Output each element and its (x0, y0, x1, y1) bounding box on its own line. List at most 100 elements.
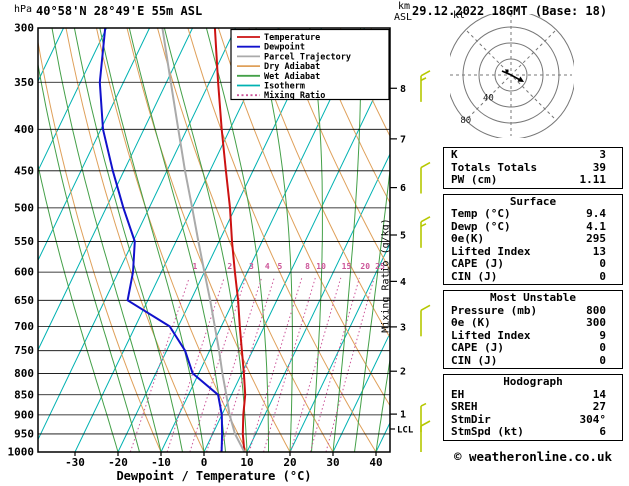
stat-label: K (451, 148, 458, 161)
dewpoint-curve (98, 28, 224, 452)
x-tick-label: 30 (326, 456, 339, 469)
x-tick-label: 10 (240, 456, 253, 469)
hodograph-unit-label: kt (453, 10, 466, 21)
pressure-tick-label: 1000 (8, 446, 35, 459)
pressure-axis-unit: hPa (14, 4, 33, 15)
stats-row: CIN (J) 0 (444, 269, 622, 284)
stat-label: StmDir (451, 412, 491, 426)
pressure-tick-label: 350 (14, 76, 34, 89)
stat-label: Dewp (°C) (451, 219, 511, 233)
legend-entry-label: Dewpoint (264, 42, 305, 53)
mixing-ratio-value-label: 10 (316, 262, 326, 271)
stat-label: CAPE (J) (451, 341, 504, 354)
stats-row: CAPE (J) 0 (444, 341, 622, 355)
pressure-tick-label: 300 (14, 22, 34, 35)
stats-section: Surface Temp (°C) 9.4 Dewp (°C) 4.1 θe(K) 295 L… (443, 193, 623, 285)
wind-barb-full-tick (420, 304, 431, 312)
mixing-ratio-value-label: 20 (360, 262, 370, 271)
x-tick-label: -20 (108, 456, 128, 469)
x-tick-label: -30 (65, 456, 85, 469)
stats-section: Most Unstable Pressure (mb) 800 θe (K) 300 Li… (443, 290, 623, 369)
plot-border (37, 27, 391, 453)
stats-row: CIN (J) 0 (444, 353, 622, 368)
date-title: 29.12.2022 18GMT (Base: 18) (412, 4, 608, 18)
legend-entry-label: Dry Adiabat (264, 61, 320, 72)
stat-value: 9.4 (586, 207, 606, 220)
pressure-tick-label: 750 (14, 344, 34, 357)
stat-value: 13 (592, 244, 606, 258)
km-tick-label: 1 (400, 410, 406, 421)
stat-label: StmSpd (kt) (451, 425, 524, 438)
pressure-tick-label: 800 (14, 367, 34, 380)
isotherm-line (38, 28, 193, 352)
x-tick-label: 40 (369, 456, 382, 469)
km-tick-label: 6 (400, 183, 406, 194)
stat-label: Temp (°C) (451, 207, 511, 220)
mixing-ratio-line (290, 277, 342, 452)
mixing-ratio-value-label: 4 (265, 262, 270, 271)
station-title: 40°58'N 28°49'E 55m ASL (36, 4, 203, 18)
mixing-ratio-value-label: 2 (227, 262, 232, 271)
stat-label: CIN (J) (451, 269, 498, 283)
isotherm-line (289, 242, 390, 452)
stats-row: StmDir 304° (444, 412, 622, 427)
asl-axis-label: ASL (394, 12, 413, 23)
stats-row: Pressure (mb) 800 (444, 304, 622, 318)
stat-value: 6 (599, 425, 606, 438)
km-tick-label: 5 (400, 230, 406, 241)
mixing-ratio-value-label: 3 (249, 262, 254, 271)
x-tick-label: 20 (283, 456, 296, 469)
mixing-ratio-line (248, 277, 303, 452)
km-tick-label: 4 (400, 277, 406, 288)
temperature-curve (213, 28, 247, 452)
pressure-tick-label: 950 (14, 427, 34, 440)
stats-row: Temp (°C) 9.4 (444, 207, 622, 221)
wind-barb-half-tick (420, 402, 427, 407)
wind-barb-full-tick (420, 70, 431, 77)
pressure-tick-label: 850 (14, 388, 34, 401)
stat-label: θe(K) (451, 232, 485, 245)
stats-row: Dewp (°C) 4.1 (444, 219, 622, 234)
isotherm-line (38, 28, 107, 172)
wet-adiabat-line (99, 28, 205, 452)
km-tick-label: 2 (400, 367, 406, 378)
stats-row: StmSpd (kt) 6 (444, 425, 622, 439)
stat-value: 39 (592, 160, 606, 174)
dry-adiabat-line (278, 28, 390, 271)
stat-label: EH (451, 387, 465, 401)
stat-label: θe (K) (451, 316, 491, 329)
mixing-ratio-line (166, 277, 225, 452)
stat-label: CIN (J) (451, 353, 498, 367)
stat-value: 4.1 (586, 219, 606, 233)
stats-section-title: Surface (509, 194, 557, 208)
wind-barb-column (420, 70, 431, 452)
x-axis-title: Dewpoint / Temperature (°C) (116, 469, 312, 483)
legend-entry-label: Isotherm (264, 82, 305, 92)
wet-adiabat-line (419, 28, 445, 452)
mixing-ratio-line (129, 277, 190, 452)
mixing-ratio-axis-title: Mixing Ratio (g/kg) (380, 218, 392, 333)
wet-adiabat-line (375, 356, 390, 452)
wind-barb-full-tick (420, 161, 431, 169)
stat-label: PW (cm) (451, 173, 498, 186)
mixing-ratio-value-label: 1 (192, 262, 197, 271)
dry-adiabat-line (401, 28, 445, 452)
stats-section: Hodograph EH 14 SREH 27 StmDir 304° StmSpd (kt)… (443, 374, 623, 441)
pressure-tick-label: 900 (14, 408, 34, 421)
mixing-ratio-value-label: 25 (375, 262, 385, 271)
indices-panel: K 3 Totals Totals 39 PW (cm) 1.11 Surface Temp … (443, 147, 623, 446)
isotherm-line (38, 28, 150, 262)
pressure-tick-label: 700 (14, 320, 34, 333)
stat-value: 1.11 (579, 173, 607, 186)
mixing-ratio-value-label: 5 (277, 262, 282, 271)
skewt-plot: 1 2 3 4 5 8 10 15 20 2530035040045050055060065070… (8, 22, 445, 469)
mixing-ratio-value-label: 8 (305, 262, 310, 271)
hodograph-plot: 40 80 (450, 14, 574, 138)
stat-label: Totals Totals (451, 160, 538, 174)
mixing-ratio-line (189, 277, 247, 452)
stat-value: 0 (599, 341, 606, 354)
stat-value: 3 (599, 148, 606, 161)
stats-section-title: Most Unstable (489, 291, 577, 304)
